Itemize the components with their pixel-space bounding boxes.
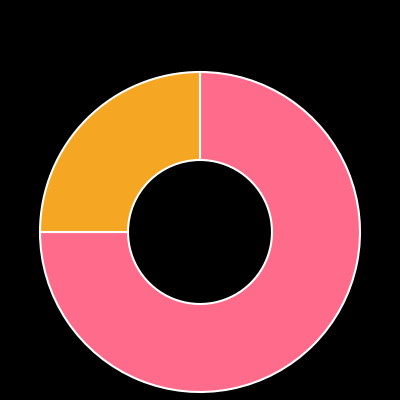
Wedge shape [40,72,200,232]
Wedge shape [40,72,360,392]
